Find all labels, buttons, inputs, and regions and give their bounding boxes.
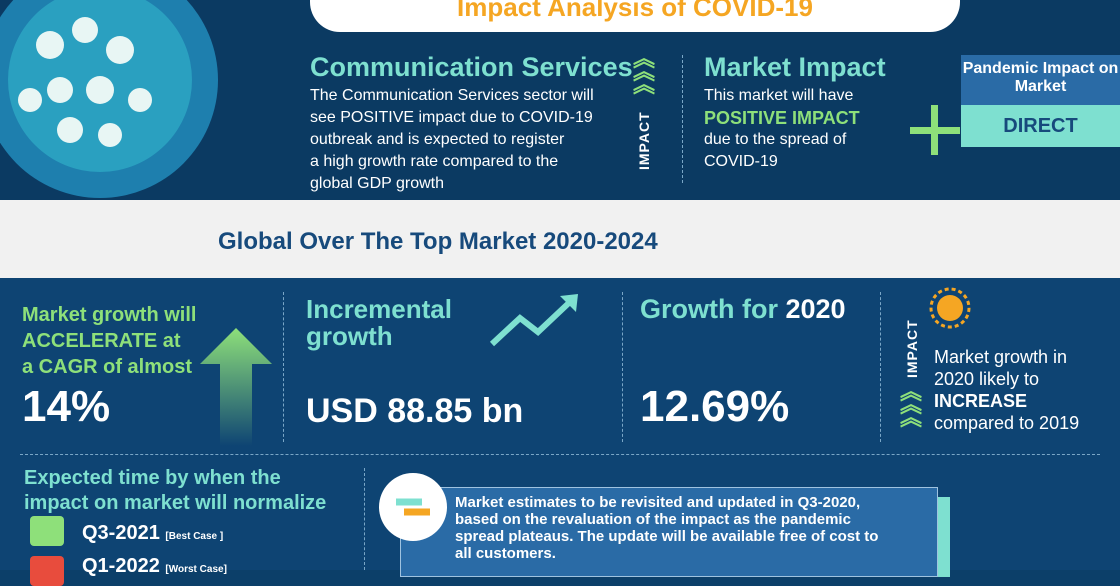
plus-icon-v xyxy=(931,105,938,155)
worst-case: Q1-2022 [Worst Case] xyxy=(82,555,227,578)
best-value: Q3-2021 xyxy=(82,522,160,544)
text-line: impact on market will normalize xyxy=(24,492,327,514)
growth-label: Growth for xyxy=(640,294,778,324)
text-line: 2020 likely to xyxy=(934,369,1040,389)
section-title: Global Over The Top Market 2020-2024 xyxy=(218,228,658,255)
text-line: Market growth in xyxy=(934,347,1068,367)
divider xyxy=(283,292,284,442)
sector-line: see POSITIVE impact due to COVID-19 xyxy=(310,109,593,126)
market-impact-title: Market Impact xyxy=(704,52,886,82)
positive-impact: POSITIVE IMPACT xyxy=(704,108,860,128)
chevrons-up-icon: ︽ ︽ ︽ xyxy=(900,379,923,430)
chevrons-up-icon: ︽ ︽ ︽ xyxy=(633,46,656,97)
divider xyxy=(880,292,881,442)
refresh-icon xyxy=(379,473,447,541)
sector-text: The Communication Services sector will s… xyxy=(310,85,630,195)
worst-value: Q1-2022 xyxy=(82,555,160,577)
best-tag: [Best Case ] xyxy=(165,531,224,542)
yoy-text: Market growth in 2020 likely to INCREASE… xyxy=(934,346,1079,434)
sector-title: Communication Services xyxy=(310,52,633,82)
normalize-title: Expected time by when the impact on marke… xyxy=(24,466,326,516)
cagr-value: 14% xyxy=(22,382,111,431)
growth-title: Growth for 2020 xyxy=(640,294,846,325)
text-line: Expected time by when the xyxy=(24,467,281,489)
note-text: Market estimates to be revisited and upd… xyxy=(455,494,879,562)
divider xyxy=(682,55,683,183)
thumbs-down-icon xyxy=(30,556,64,586)
cagr-text: Market growth will ACCELERATE at a CAGR … xyxy=(22,302,196,380)
sector-line: The Communication Services sector will xyxy=(310,87,594,104)
incremental-value: USD 88.85 bn xyxy=(306,392,524,430)
arrow-up-icon xyxy=(200,328,272,446)
pandemic-title: Pandemic Impact on Market xyxy=(961,55,1120,105)
text-line: compared to 2019 xyxy=(934,413,1080,433)
impact-label: IMPACT xyxy=(636,111,652,170)
growth-year: 2020 xyxy=(785,294,846,324)
growth-value: 12.69% xyxy=(640,382,790,431)
text-line: a CAGR of almost xyxy=(22,356,193,378)
header-title: Impact Analysis of COVID-19 xyxy=(457,0,813,22)
virus-icon xyxy=(0,0,218,198)
divider xyxy=(364,468,365,570)
text-line: COVID-19 xyxy=(704,153,778,170)
impact-label: IMPACT xyxy=(904,319,920,378)
note-box: Market estimates to be revisited and upd… xyxy=(400,487,938,577)
divider xyxy=(20,454,1100,455)
trend-up-icon xyxy=(490,294,578,347)
text-line: growth xyxy=(306,321,393,351)
header-pill: Impact Analysis of COVID-19 xyxy=(310,0,960,32)
text-line: This market will have xyxy=(704,87,854,104)
text-line: Market growth will xyxy=(22,304,197,326)
sector-line: outbreak and is expected to register xyxy=(310,131,565,148)
incremental-title: Incremental growth xyxy=(306,296,452,350)
note-accent xyxy=(938,497,950,577)
text-line: due to the spread of xyxy=(704,131,847,148)
text-line: ACCELERATE at xyxy=(22,330,181,352)
text-line: Incremental xyxy=(306,294,452,324)
increase-label: INCREASE xyxy=(934,391,1028,411)
market-impact-text: This market will have POSITIVE IMPACT du… xyxy=(704,85,860,173)
thumbs-up-icon xyxy=(30,516,64,546)
sector-line: global GDP growth xyxy=(310,175,444,192)
divider xyxy=(622,292,623,442)
sun-icon xyxy=(929,287,971,329)
pandemic-value: DIRECT xyxy=(961,105,1120,147)
title-band xyxy=(0,200,1120,278)
best-case: Q3-2021 [Best Case ] xyxy=(82,522,223,545)
sector-line: a high growth rate compared to the xyxy=(310,153,559,170)
